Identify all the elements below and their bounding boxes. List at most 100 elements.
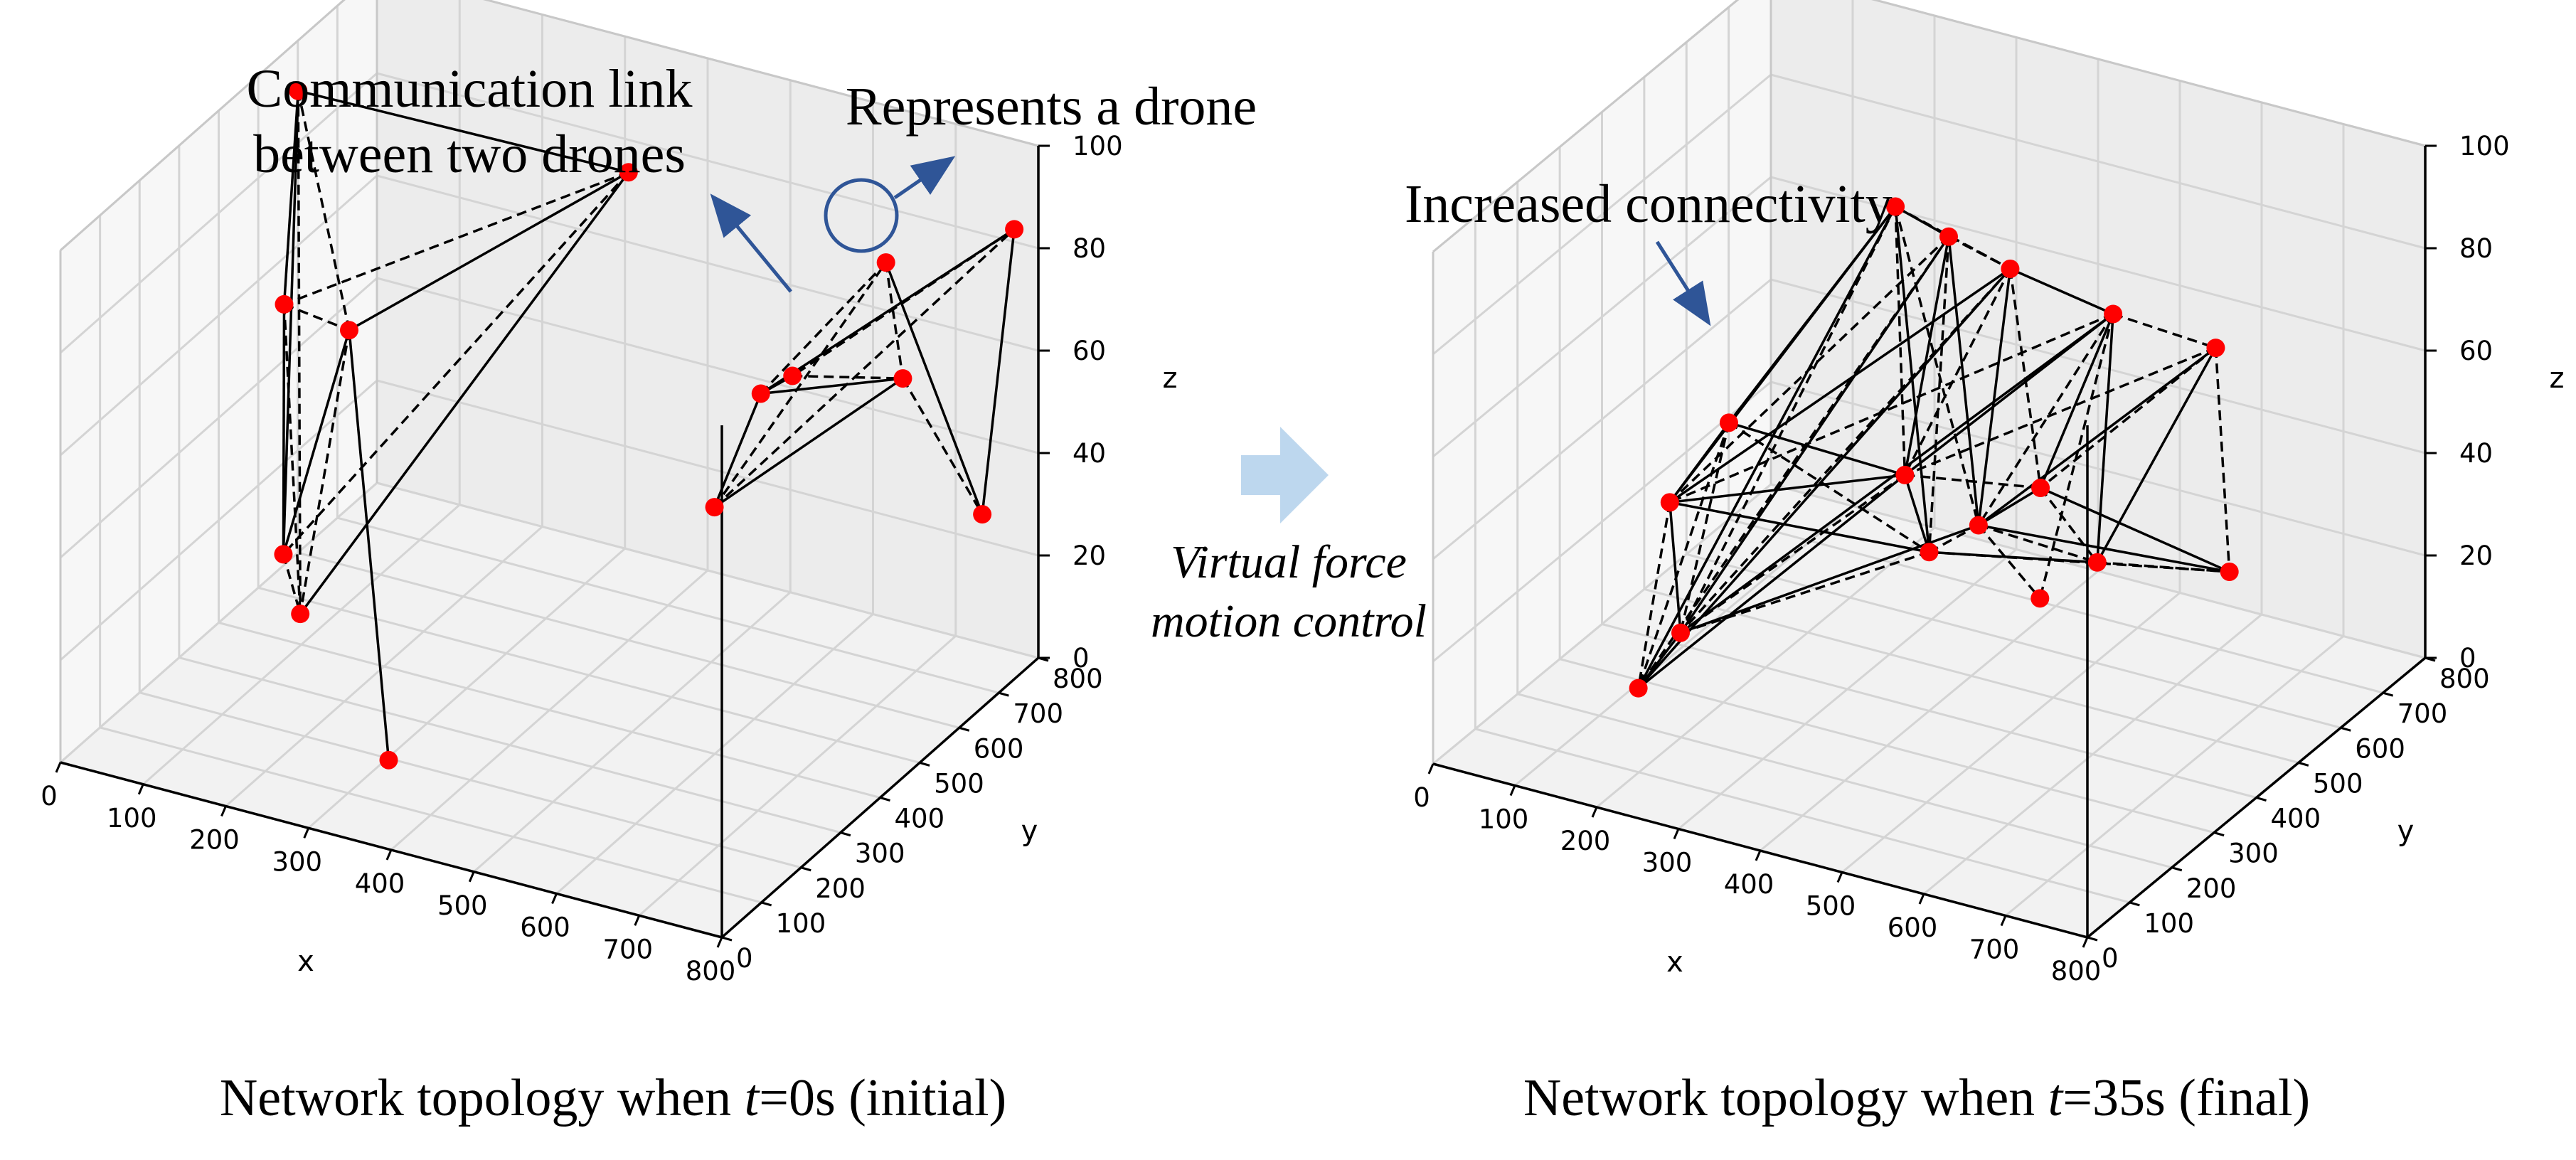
communication-link [283,303,350,331]
communication-link [1977,313,2114,526]
communication-link [713,393,762,508]
x-tick-label: 300 [272,846,322,877]
pane-edge [1432,0,1740,253]
tick-mark [2000,915,2007,927]
communication-link [760,377,903,395]
tick-mark [1673,828,1680,840]
x-tick-label: 700 [1969,935,2020,965]
communication-link [1668,267,2011,504]
communication-link [1637,206,1897,689]
communication-link [297,90,351,331]
caption-initial-var: t [745,1069,761,1127]
communication-link [713,377,904,509]
drone-node [751,384,770,403]
gridline [60,481,378,764]
annotation-drone-arrow [893,156,956,200]
communication-link [1903,236,1950,476]
communication-link [282,329,351,555]
gridline [1474,728,2130,904]
annotation-link-arrow [710,193,792,293]
tick-mark [2256,797,2267,802]
y-tick-label: 800 [1053,664,1103,694]
y-tick-label: 300 [2228,839,2279,869]
annotation-communication-link-line1: Communication link [247,59,693,119]
annotation-communication-link-line2: between two drones [253,124,686,184]
y-tick-label: 700 [2397,698,2448,729]
communication-link [1947,236,1980,526]
x-tick-label: 0 [1413,782,1430,813]
communication-link [2040,486,2230,573]
pane-edge [483,0,1039,147]
drone-node [1939,227,1958,246]
gridline [1770,73,2426,250]
communication-link [1905,474,2041,489]
z-tick-label: 80 [2459,233,2493,264]
z-tick-label: 100 [2459,131,2510,161]
drone-node [340,321,358,340]
drone-node [1920,543,1939,562]
annotation-increased-connectivity: Increased connectivity [1405,174,1893,326]
drone-node [783,366,802,385]
z-tick-label: 40 [2459,438,2493,469]
tick-mark [761,901,772,907]
tick-mark [634,915,641,926]
tick-mark [1836,871,1843,883]
drone-node [1660,493,1679,512]
caption-initial: Network topology when t=0s (initial) [220,1069,1006,1127]
x-tick-label: 800 [2051,956,2102,986]
communication-link [1679,206,1897,634]
communication-link [2038,314,2114,599]
drone-node [289,81,308,100]
gridline [1770,278,2426,454]
gridline [1432,176,1772,458]
gridline [1644,587,2299,764]
z-tick-label: 40 [1073,438,1106,469]
communication-link [792,228,1016,378]
tick-mark [2340,726,2351,732]
communication-link [1668,502,1682,633]
tick-mark [1427,763,1435,775]
drone-node [2206,339,2225,358]
tick-mark [468,871,475,883]
x-tick-label: 200 [189,825,240,856]
communication-link [348,171,629,331]
y-tick-label: 200 [815,873,866,904]
gridline [376,174,1039,352]
x-tick-label: 600 [1888,912,1938,943]
drone-node [1969,516,1988,535]
communication-link [1636,502,1671,688]
tick-mark [840,831,851,837]
x-tick-label: 400 [355,868,405,899]
communication-link [981,229,1016,515]
communication-link [1928,523,1979,553]
x-tick-label: 700 [602,934,653,964]
gridline [218,622,880,799]
communication-link [1977,486,2041,527]
x-tick-label: 500 [1806,891,1856,922]
y-tick-label: 500 [2313,768,2363,799]
communication-link [1948,235,2011,270]
tick-mark [2171,866,2183,872]
communication-link [282,304,286,555]
caption-final-var: t [2048,1069,2065,1127]
z-tick-label: 60 [1073,336,1106,366]
pane-edge [60,0,346,252]
y-axis-label: y [1021,815,1038,848]
tick-mark [919,761,930,767]
drone-node [619,163,638,182]
communication-link [1978,523,2230,573]
z-axis-label: z [1163,362,1178,395]
y-tick-label: 0 [736,943,753,974]
communication-link [1669,501,1930,554]
y-tick-label: 100 [776,908,826,939]
drone-node [2001,259,2020,278]
tick-mark [2087,936,2098,942]
gridline [336,516,999,694]
tick-mark [385,849,393,861]
communication-link [282,304,302,614]
gridline [1432,278,1772,560]
communication-link [282,553,302,614]
tick-mark [1591,807,1598,818]
drone-node [275,294,294,314]
tick-mark [2082,937,2089,948]
